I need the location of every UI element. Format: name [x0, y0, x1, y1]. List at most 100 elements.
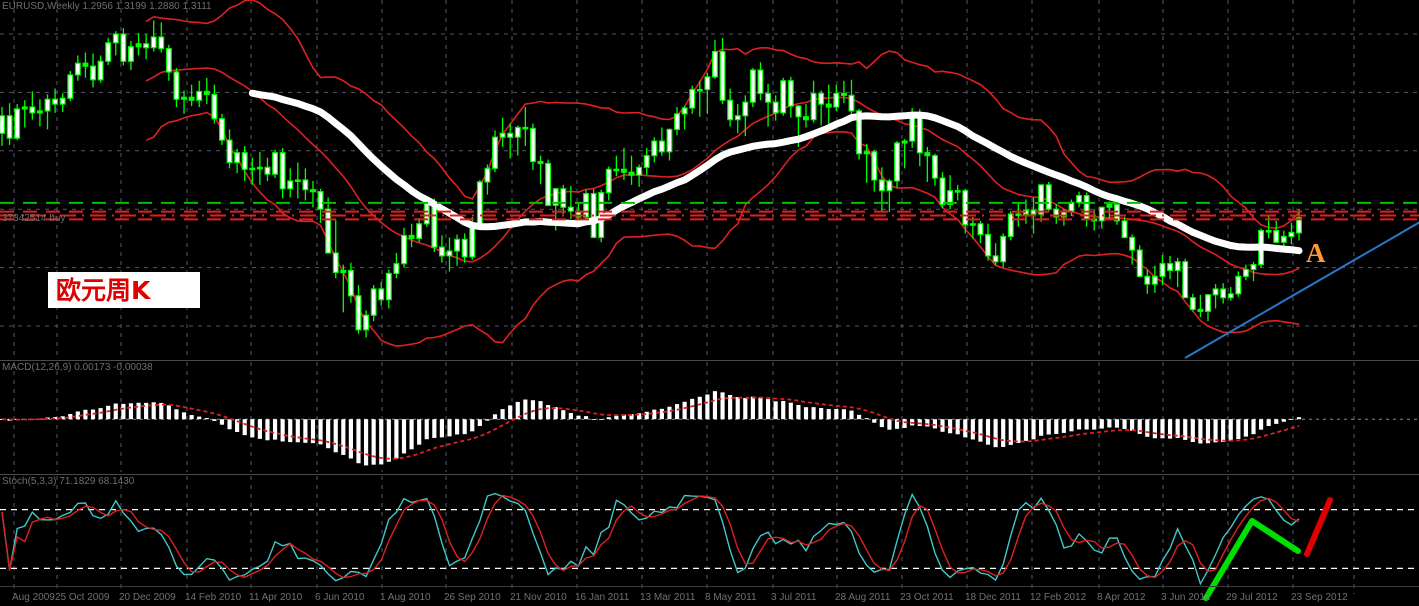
stochastic-plot-group: [0, 476, 1419, 606]
macd-histogram-bar: [424, 419, 429, 440]
candle-body: [742, 101, 749, 117]
candle-body: [613, 168, 620, 172]
macd-histogram-bar: [181, 412, 187, 420]
candle-body: [1106, 203, 1113, 208]
candle-body: [522, 126, 529, 130]
candle-body: [954, 190, 961, 193]
macd-histogram-bar: [1054, 419, 1059, 434]
macd-histogram-bar: [60, 416, 65, 420]
macd-histogram-bar: [1137, 419, 1142, 434]
candle-body: [1242, 268, 1249, 277]
annotation-text-box: 欧元周K: [48, 272, 200, 308]
macd-histogram-bar: [1289, 419, 1294, 420]
macd-histogram-bar: [887, 419, 892, 430]
candle-body: [203, 90, 210, 95]
macd-histogram-bar: [227, 419, 232, 430]
candle-body: [211, 93, 218, 120]
candle-body: [1205, 294, 1211, 312]
candle-body: [704, 76, 711, 91]
macd-histogram-bar: [1183, 419, 1188, 440]
candle-body: [901, 140, 908, 144]
candle-body: [939, 177, 946, 205]
macd-histogram-bar: [394, 419, 399, 459]
candle-body: [1296, 217, 1302, 234]
candle-body: [355, 295, 362, 331]
price-panel[interactable]: [0, 0, 1419, 360]
macd-histogram-bar: [121, 403, 126, 420]
macd-histogram-bar: [235, 419, 240, 432]
candle-body: [1265, 229, 1272, 233]
macd-histogram-bar: [492, 414, 498, 420]
candle-body: [552, 188, 559, 206]
macd-histogram-bar: [872, 419, 877, 423]
macd-histogram-bar: [1046, 419, 1051, 435]
macd-histogram-bar: [1243, 419, 1248, 437]
stochastic-grid: [13, 476, 1355, 594]
candle-body: [878, 179, 885, 192]
candle-body: [765, 92, 772, 103]
macd-histogram-bar: [583, 416, 589, 420]
macd-histogram-bar: [834, 408, 839, 420]
candle-body: [234, 152, 241, 164]
candle-body: [1273, 229, 1280, 243]
candle-body: [947, 190, 954, 205]
candle-body: [1280, 235, 1287, 243]
candle-body: [871, 151, 878, 181]
candle-body: [1129, 236, 1136, 251]
macd-histogram-bar: [417, 419, 422, 445]
macd-histogram-bar: [712, 391, 718, 420]
macd-histogram-bar: [341, 419, 346, 455]
macd-histogram-bar: [523, 399, 528, 420]
macd-histogram-bar: [1023, 419, 1029, 441]
candle-body: [863, 151, 870, 155]
candle-body: [1220, 288, 1227, 299]
macd-histogram-bar: [144, 402, 149, 420]
candle-body: [401, 234, 407, 265]
macd-chart-canvas[interactable]: [0, 362, 1419, 472]
candle-body: [719, 50, 726, 101]
macd-histogram-bar: [53, 417, 58, 420]
macd-histogram-bar: [83, 409, 88, 420]
macd-histogram-bar: [1296, 417, 1302, 420]
macd-histogram-bar: [219, 419, 225, 425]
candle-body: [1182, 261, 1189, 299]
macd-histogram-bar: [728, 395, 733, 420]
macd-histogram-bar: [621, 414, 627, 420]
macd-histogram-bar: [538, 401, 543, 420]
macd-histogram-bar: [788, 402, 793, 420]
candle-body: [909, 116, 916, 142]
candle-body: [294, 179, 301, 182]
candle-body: [29, 106, 36, 114]
macd-histogram-bar: [333, 419, 338, 453]
x-axis-tick-label: 8 May 2011: [705, 592, 757, 603]
stochastic-panel[interactable]: Stoch(5,3,3) 71.1829 68.1430: [0, 476, 1419, 606]
x-axis-tick-label: 21 Nov 2010: [510, 592, 567, 603]
macd-histogram-bar: [371, 419, 376, 465]
candle-body: [514, 126, 521, 138]
macd-histogram-bar: [667, 406, 672, 420]
candle-body: [82, 62, 89, 67]
macd-histogram-bar: [204, 418, 209, 420]
macd-histogram-bar: [470, 419, 475, 432]
macd-histogram-bar: [1213, 419, 1218, 443]
macd-histogram-bar: [280, 419, 285, 442]
macd-panel[interactable]: MACD(12,26,9) 0.00173 -0.00038: [0, 362, 1419, 472]
candle-body: [158, 36, 165, 50]
macd-histogram-bar: [439, 419, 445, 438]
stochastic-chart-canvas[interactable]: [0, 476, 1419, 606]
macd-histogram-bar: [288, 419, 293, 443]
candle-body: [924, 152, 931, 157]
candle-body: [1045, 184, 1052, 210]
candle-body: [1174, 261, 1181, 272]
x-axis-tick-label: 23 Sep 2012: [1291, 592, 1348, 603]
price-chart-canvas[interactable]: [0, 0, 1419, 360]
candle-body: [1235, 275, 1242, 295]
x-axis-tick-label: 8 Apr 2012: [1097, 592, 1146, 603]
candle-body: [787, 80, 794, 107]
macd-histogram-bar: [720, 392, 725, 420]
candle-body: [256, 166, 263, 170]
macd-histogram-bar: [1266, 419, 1271, 426]
candle-body: [727, 99, 734, 121]
macd-histogram-bar: [948, 419, 953, 434]
candle-body: [1159, 263, 1166, 277]
